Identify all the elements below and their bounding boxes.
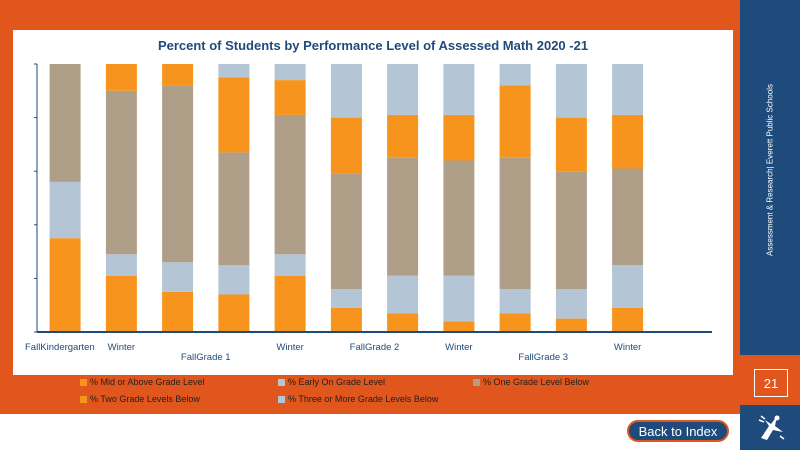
legend-swatch: [473, 378, 480, 386]
bar-segment: [105, 64, 137, 91]
bar-segment: [555, 318, 587, 332]
bar-segment: [105, 275, 137, 332]
bar-segment: [218, 265, 250, 295]
bar-segment: [218, 64, 250, 78]
bar-segment: [274, 64, 306, 81]
bar-segment: [330, 307, 362, 332]
bar-segment: [274, 275, 306, 332]
legend-label: % Three or More Grade Levels Below: [288, 394, 439, 404]
bar-segment: [49, 238, 81, 332]
legend-swatch: [80, 378, 87, 386]
bar-segment: [218, 152, 250, 265]
chart-title: Percent of Students by Performance Level…: [157, 38, 589, 53]
bar-segment: [330, 289, 362, 308]
legend-item-mid-or-above: % Mid or Above Grade Level: [80, 377, 205, 387]
bar-segment: [443, 114, 475, 161]
bar-segment: [105, 254, 137, 276]
legend-label: % Two Grade Levels Below: [90, 394, 200, 404]
legend-item-two-below: % Two Grade Levels Below: [80, 394, 200, 404]
bar-segment: [218, 77, 250, 153]
x-tick-label: Winter: [614, 342, 641, 353]
bar-segment: [330, 173, 362, 290]
legend-label: % One Grade Level Below: [483, 377, 590, 387]
bar-segment: [162, 291, 194, 332]
legend-swatch: [80, 395, 87, 403]
bar-segment: [274, 80, 306, 115]
bar-segment: [499, 85, 531, 158]
bar-segment: [387, 157, 419, 276]
legend-swatch: [278, 395, 285, 403]
bar-segment: [330, 117, 362, 174]
school-logo-icon: [758, 415, 785, 440]
bar-segment: [218, 294, 250, 332]
x-tick-label: FallGrade 2: [350, 342, 400, 353]
legend-item-three-or-more: % Three or More Grade Levels Below: [278, 394, 438, 404]
bar-segment: [612, 307, 644, 332]
x-tick-label: FallKindergarten: [25, 342, 95, 353]
legend-label: % Early On Grade Level: [288, 377, 386, 387]
x-tick-label: FallGrade 1: [181, 352, 231, 363]
bar-segment: [555, 171, 587, 290]
bar-segment: [443, 321, 475, 332]
bar-segment: [162, 64, 194, 86]
bar-segment: [499, 313, 531, 332]
bar-segment: [49, 181, 81, 239]
legend-item-early-on: % Early On Grade Level: [278, 377, 385, 387]
legend-label: % Mid or Above Grade Level: [90, 377, 205, 387]
bottom-band: [0, 408, 740, 450]
bar-segment: [443, 64, 475, 115]
bar-segment: [387, 64, 419, 115]
bar-segment: [49, 64, 81, 182]
bar-segment: [612, 168, 644, 265]
legend-swatch: [278, 378, 285, 386]
bar-segment: [387, 313, 419, 332]
bar-segment: [499, 157, 531, 290]
bar-segment: [499, 289, 531, 314]
x-tick-label: Winter: [108, 342, 135, 353]
bar-segment: [387, 114, 419, 158]
bar-segment: [555, 64, 587, 118]
side-text-label: Assessment & Research| Everett Public Sc…: [765, 84, 775, 256]
bottom-stripe: [0, 408, 740, 414]
bar-segment: [555, 117, 587, 172]
bar-segment: [387, 275, 419, 314]
bar-segment: [162, 262, 194, 292]
bar-segment: [274, 114, 306, 255]
back-to-index-button[interactable]: Back to Index: [627, 420, 729, 442]
bar-segment: [555, 289, 587, 319]
bar-segment: [274, 254, 306, 276]
page-number: 21: [754, 369, 788, 397]
bar-segment: [443, 275, 475, 322]
x-tick-label: Winter: [445, 342, 472, 353]
bar-segment: [612, 265, 644, 308]
x-tick-label: Winter: [276, 342, 303, 353]
stacked-bar-chart: FallKindergarten Winter FallGrade 1 Winter F…: [25, 63, 712, 363]
bar-segment: [443, 160, 475, 276]
bar-segment: [612, 114, 644, 169]
x-tick-label: FallGrade 3: [518, 352, 568, 363]
bar-segment: [105, 90, 137, 255]
bar-segment: [612, 64, 644, 115]
bar-segment: [330, 64, 362, 118]
bar-segment: [499, 64, 531, 86]
bar-segment: [162, 85, 194, 263]
legend-item-one-below: % One Grade Level Below: [473, 377, 589, 387]
